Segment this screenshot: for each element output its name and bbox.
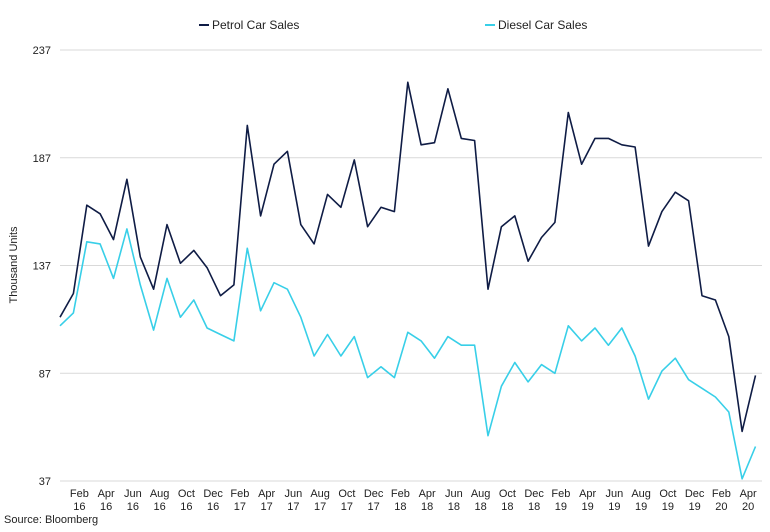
legend-label-diesel: Diesel Car Sales xyxy=(498,18,587,32)
x-tick-month: Apr xyxy=(419,488,436,500)
x-tick-year: 19 xyxy=(608,501,620,513)
x-tick-month: Oct xyxy=(659,488,676,500)
x-tick-month: Apr xyxy=(740,488,757,500)
series-lines xyxy=(59,81,757,480)
x-tick-month: Oct xyxy=(178,488,195,500)
x-tick-month: Jun xyxy=(124,488,142,500)
x-tick-year: 19 xyxy=(689,501,701,513)
x-tick-month: Apr xyxy=(98,488,115,500)
y-axis-title: Thousand Units xyxy=(8,226,20,304)
x-tick-year: 20 xyxy=(742,501,754,513)
x-tick-year: 16 xyxy=(180,501,192,513)
x-tick-month: Feb xyxy=(712,488,731,500)
x-tick-month: Jun xyxy=(606,488,624,500)
x-tick-year: 18 xyxy=(528,501,540,513)
x-tick-month: Feb xyxy=(230,488,249,500)
y-tick-label: 237 xyxy=(33,45,51,57)
x-tick-month: Aug xyxy=(471,488,491,500)
x-tick-year: 16 xyxy=(73,501,85,513)
x-tick-month: Apr xyxy=(579,488,596,500)
x-tick-year: 16 xyxy=(100,501,112,513)
x-tick-year: 16 xyxy=(127,501,139,513)
x-tick-year: 18 xyxy=(421,501,433,513)
y-tick-labels: 37 87 137 187 237 xyxy=(33,45,51,488)
x-tick-year: 20 xyxy=(715,501,727,513)
y-tick-label: 187 xyxy=(33,153,51,165)
x-tick-year: 19 xyxy=(555,501,567,513)
x-tick-year: 18 xyxy=(448,501,460,513)
gridlines xyxy=(60,49,762,482)
series-line-petrol xyxy=(59,81,757,433)
legend-label-petrol: Petrol Car Sales xyxy=(212,18,299,32)
x-tick-month: Feb xyxy=(391,488,410,500)
series-line-diesel xyxy=(59,228,757,480)
x-tick-year: 18 xyxy=(475,501,487,513)
x-tick-year: 19 xyxy=(662,501,674,513)
x-tick-year: 17 xyxy=(368,501,380,513)
x-tick-year: 17 xyxy=(234,501,246,513)
source-note: Source: Bloomberg xyxy=(4,514,99,526)
x-tick-month: Dec xyxy=(203,488,223,500)
x-tick-year: 17 xyxy=(261,501,273,513)
x-tick-month: Oct xyxy=(499,488,516,500)
x-tick-month: Aug xyxy=(150,488,170,500)
x-tick-month: Jun xyxy=(285,488,303,500)
x-tick-month: Dec xyxy=(685,488,705,500)
y-tick-label: 37 xyxy=(39,476,51,488)
x-tick-month: Feb xyxy=(551,488,570,500)
y-tick-label: 137 xyxy=(33,261,51,273)
x-tick-labels: Feb16Apr16Jun16Aug16Oct16Dec16Feb17Apr17… xyxy=(70,488,757,513)
x-tick-month: Dec xyxy=(524,488,544,500)
x-tick-month: Aug xyxy=(310,488,330,500)
x-tick-year: 19 xyxy=(582,501,594,513)
x-tick-year: 16 xyxy=(154,501,166,513)
legend: Petrol Car Sales Diesel Car Sales xyxy=(199,18,587,32)
x-tick-month: Feb xyxy=(70,488,89,500)
x-tick-year: 16 xyxy=(207,501,219,513)
x-tick-month: Aug xyxy=(631,488,651,500)
y-tick-label: 87 xyxy=(39,368,51,380)
x-tick-year: 17 xyxy=(314,501,326,513)
x-tick-year: 18 xyxy=(501,501,513,513)
x-tick-year: 19 xyxy=(635,501,647,513)
x-tick-year: 17 xyxy=(341,501,353,513)
x-tick-month: Dec xyxy=(364,488,384,500)
x-tick-year: 18 xyxy=(394,501,406,513)
x-tick-month: Oct xyxy=(338,488,355,500)
x-tick-year: 17 xyxy=(287,501,299,513)
x-tick-month: Apr xyxy=(258,488,275,500)
x-tick-month: Jun xyxy=(445,488,463,500)
